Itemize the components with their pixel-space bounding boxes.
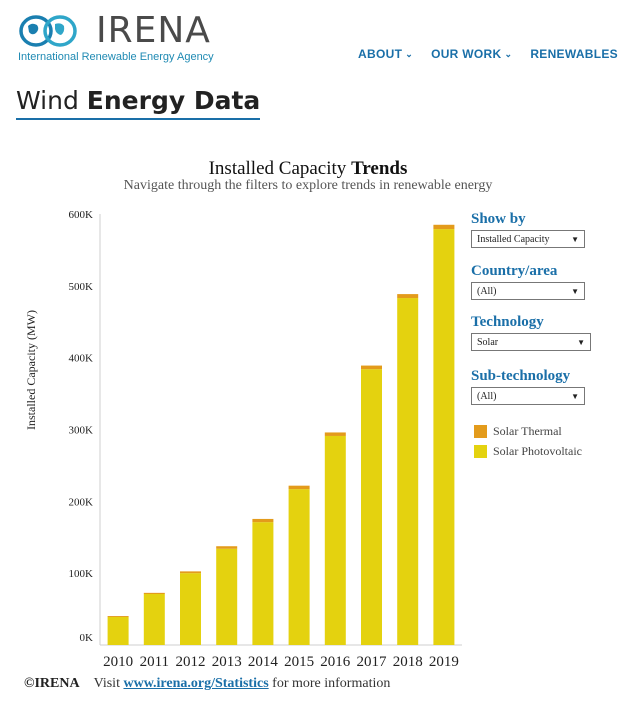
bar-solar-thermal-2010: [107, 616, 129, 617]
chart-title-bold: Trends: [351, 158, 408, 179]
x-tick-label: 2014: [248, 654, 279, 670]
y-tick-label: 200K: [69, 496, 94, 508]
filter-sub-technology-label: Sub-technology: [471, 368, 571, 384]
logo-wordmark: IRENA: [96, 10, 211, 51]
irena-logo[interactable]: IRENA International Renewable Energy Age…: [18, 10, 218, 64]
x-tick-label: 2015: [284, 654, 314, 670]
chart-legend: Solar Thermal Solar Photovoltaic: [474, 424, 582, 464]
logo-subtitle: International Renewable Energy Agency: [18, 51, 214, 63]
globe-rings-icon: [19, 15, 77, 47]
x-tick-label: 2018: [393, 654, 423, 670]
footer: ©IRENA Visit www.irena.org/Statistics for…: [24, 676, 390, 692]
bar-solar-photovoltaic-2011: [143, 593, 165, 645]
legend-label-solar-photovoltaic: Solar Photovoltaic: [493, 444, 582, 458]
nav-our-work[interactable]: OUR WORK ⌄: [431, 47, 512, 61]
chevron-down-icon: ⌄: [405, 48, 414, 59]
bar-solar-thermal-2014: [252, 518, 274, 523]
bar-solar-thermal-2017: [361, 365, 382, 370]
dropdown-arrow-icon: ▼: [577, 337, 585, 347]
chevron-down-icon: ⌄: [504, 48, 513, 59]
dropdown-arrow-icon: ▼: [571, 286, 579, 296]
bar-solar-photovoltaic-2019: [433, 229, 455, 645]
page-title-bold: Energy Data: [86, 86, 261, 115]
page-title: Wind Energy Data: [16, 86, 261, 120]
y-tick-labels: 0K 100K 200K 300K 400K 500K 600K: [69, 209, 94, 644]
filter-technology: Technology Solar ▼: [471, 314, 591, 351]
chart-title-light: Installed Capacity: [208, 158, 352, 179]
footer-text-after: for more information: [268, 676, 391, 691]
x-tick-label: 2016: [320, 654, 351, 670]
y-tick-label: 0K: [80, 632, 94, 644]
sub-technology-select[interactable]: (All) ▼: [471, 387, 585, 405]
x-tick-label: 2010: [103, 654, 133, 670]
bar-solar-thermal-2012: [180, 571, 201, 574]
y-tick-label: 100K: [69, 568, 94, 580]
bar-solar-photovoltaic-2010: [107, 616, 129, 645]
country-select[interactable]: (All) ▼: [471, 282, 585, 300]
technology-value: Solar: [477, 336, 499, 348]
sub-technology-value: (All): [477, 390, 497, 402]
chart-subtitle: Navigate through the filters to explore …: [123, 178, 493, 193]
legend-swatch-solar-thermal: [474, 425, 487, 438]
bar-solar-photovoltaic-2017: [361, 369, 382, 645]
legend-item-solar-thermal[interactable]: Solar Thermal: [474, 424, 582, 439]
show-by-value: Installed Capacity: [477, 233, 550, 245]
show-by-select[interactable]: Installed Capacity ▼: [471, 230, 585, 248]
y-tick-label: 600K: [69, 209, 94, 221]
y-tick-label: 500K: [69, 281, 94, 293]
chart-bars: [107, 224, 455, 645]
filter-show-by: Show by Installed Capacity ▼: [471, 211, 585, 248]
bar-solar-thermal-2015: [288, 485, 310, 490]
bar-solar-photovoltaic-2018: [397, 298, 419, 645]
statistics-link[interactable]: www.irena.org/Statistics: [123, 676, 269, 691]
nav-our-work-label: OUR WORK: [431, 47, 502, 61]
bar-solar-thermal-2013: [216, 546, 238, 549]
x-tick-label: 2019: [429, 654, 459, 670]
filter-show-by-label: Show by: [471, 211, 526, 227]
chart-axes: [99, 214, 462, 646]
bar-solar-photovoltaic-2014: [252, 522, 274, 645]
bar-solar-photovoltaic-2015: [288, 489, 310, 645]
footer-copyright: ©IRENA: [24, 676, 80, 691]
chart-title: Installed Capacity Trends: [0, 158, 616, 180]
dropdown-arrow-icon: ▼: [571, 391, 579, 401]
y-tick-label: 400K: [69, 353, 94, 365]
filter-technology-label: Technology: [471, 314, 544, 330]
x-tick-labels: 2010 2011 2012 2013 2014 2015 2016 2017 2018 2019: [103, 654, 459, 670]
legend-item-solar-photovoltaic[interactable]: Solar Photovoltaic: [474, 444, 582, 459]
nav-about[interactable]: ABOUT ⌄: [358, 47, 413, 61]
footer-text-before: Visit: [93, 676, 124, 691]
filter-country: Country/area (All) ▼: [471, 263, 585, 300]
nav-renewables-label: RENEWABLES: [530, 47, 618, 61]
nav-about-label: ABOUT: [358, 47, 403, 61]
nav-renewables[interactable]: RENEWABLES: [530, 47, 618, 61]
filter-sub-technology: Sub-technology (All) ▼: [471, 368, 585, 405]
main-nav: ABOUT ⌄ OUR WORK ⌄ RENEWABLES: [358, 47, 618, 61]
page-title-light: Wind: [16, 86, 87, 115]
country-value: (All): [477, 285, 497, 297]
bar-solar-photovoltaic-2016: [324, 435, 346, 645]
bar-solar-thermal-2016: [324, 432, 346, 436]
legend-label-solar-thermal: Solar Thermal: [493, 424, 562, 438]
y-axis-label: Installed Capacity (MW): [24, 310, 38, 430]
y-tick-label: 300K: [69, 425, 94, 437]
bar-solar-photovoltaic-2012: [180, 573, 201, 645]
x-tick-label: 2013: [212, 654, 242, 670]
x-tick-label: 2012: [176, 654, 206, 670]
x-tick-label: 2011: [140, 654, 169, 670]
bar-solar-thermal-2018: [397, 294, 419, 299]
bar-solar-thermal-2011: [143, 592, 165, 594]
bar-solar-thermal-2019: [433, 224, 455, 230]
x-tick-label: 2017: [357, 654, 388, 670]
legend-swatch-solar-photovoltaic: [474, 445, 487, 458]
dropdown-arrow-icon: ▼: [571, 234, 579, 244]
technology-select[interactable]: Solar ▼: [471, 333, 591, 351]
filter-country-label: Country/area: [471, 263, 558, 279]
bar-solar-photovoltaic-2013: [216, 548, 238, 645]
